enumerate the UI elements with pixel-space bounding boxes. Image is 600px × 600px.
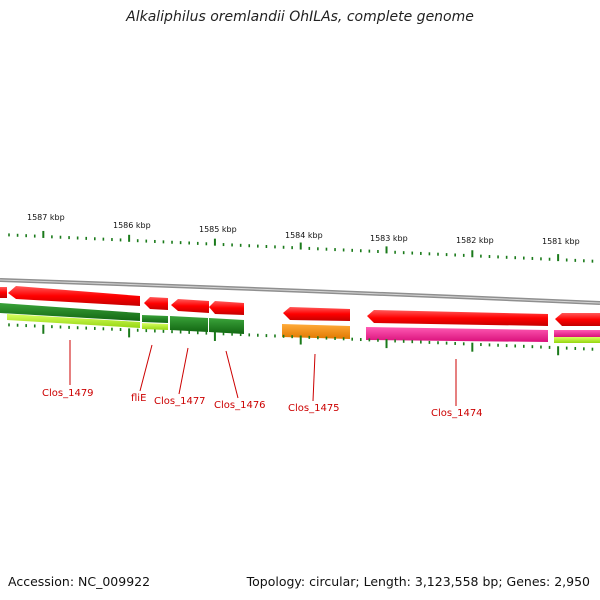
gene-bar-lime xyxy=(554,337,600,343)
gene-label: Clos_1474 xyxy=(431,408,483,419)
gene-arrow xyxy=(283,307,350,321)
gene-label: fliE xyxy=(131,393,146,404)
genome-summary-text: Topology: circular; Length: 3,123,558 bp… xyxy=(246,574,590,589)
scale-label: 1583 kbp xyxy=(370,234,408,243)
gene-bar-pink xyxy=(366,327,548,342)
gene-bar-green xyxy=(142,315,168,323)
scale-label: 1587 kbp xyxy=(27,213,65,222)
gene-bar-lime xyxy=(142,323,168,330)
gene-bar-green xyxy=(170,316,208,332)
scale-label: 1585 kbp xyxy=(199,225,237,234)
accession-text: Accession: NC_009922 xyxy=(8,574,151,589)
gene-bar-green xyxy=(0,303,140,321)
gene-label: Clos_1479 xyxy=(42,388,94,399)
scale-ticks xyxy=(8,230,594,263)
gene-labels: Clos_1479 fliE Clos_1477 Clos_1476 Clos_… xyxy=(42,388,483,419)
gene-arrow xyxy=(209,301,244,315)
scale-label: 1581 kbp xyxy=(542,237,580,246)
gene-label: Clos_1476 xyxy=(214,400,266,411)
scale-label: 1586 kbp xyxy=(113,221,151,230)
reverse-strand-genes xyxy=(0,303,600,343)
scale-label: 1582 kbp xyxy=(456,236,494,245)
gene-bar-lime xyxy=(7,314,140,328)
gene-bar-orange xyxy=(282,324,350,339)
scale-labels: 1587 kbp 1586 kbp 1585 kbp 1584 kbp 1583 kbp… xyxy=(27,213,580,246)
gene-arrow xyxy=(367,310,548,326)
forward-strand-genes xyxy=(0,286,600,326)
gene-arrow xyxy=(144,297,168,310)
map-title: Alkaliphilus oremlandii OhILAs, complete… xyxy=(126,9,474,25)
gene-arrow xyxy=(555,313,600,326)
gene-label: Clos_1477 xyxy=(154,396,206,407)
gene-arrow xyxy=(0,287,7,298)
gene-arrow xyxy=(8,286,140,306)
gene-arrow xyxy=(171,299,209,313)
scale-label: 1584 kbp xyxy=(285,231,323,240)
lower-scale-ticks xyxy=(8,323,594,356)
gene-bar-pink xyxy=(554,330,600,337)
gene-leader-lines xyxy=(69,340,457,406)
gene-bar-green xyxy=(209,318,244,334)
gene-label: Clos_1475 xyxy=(288,403,340,414)
